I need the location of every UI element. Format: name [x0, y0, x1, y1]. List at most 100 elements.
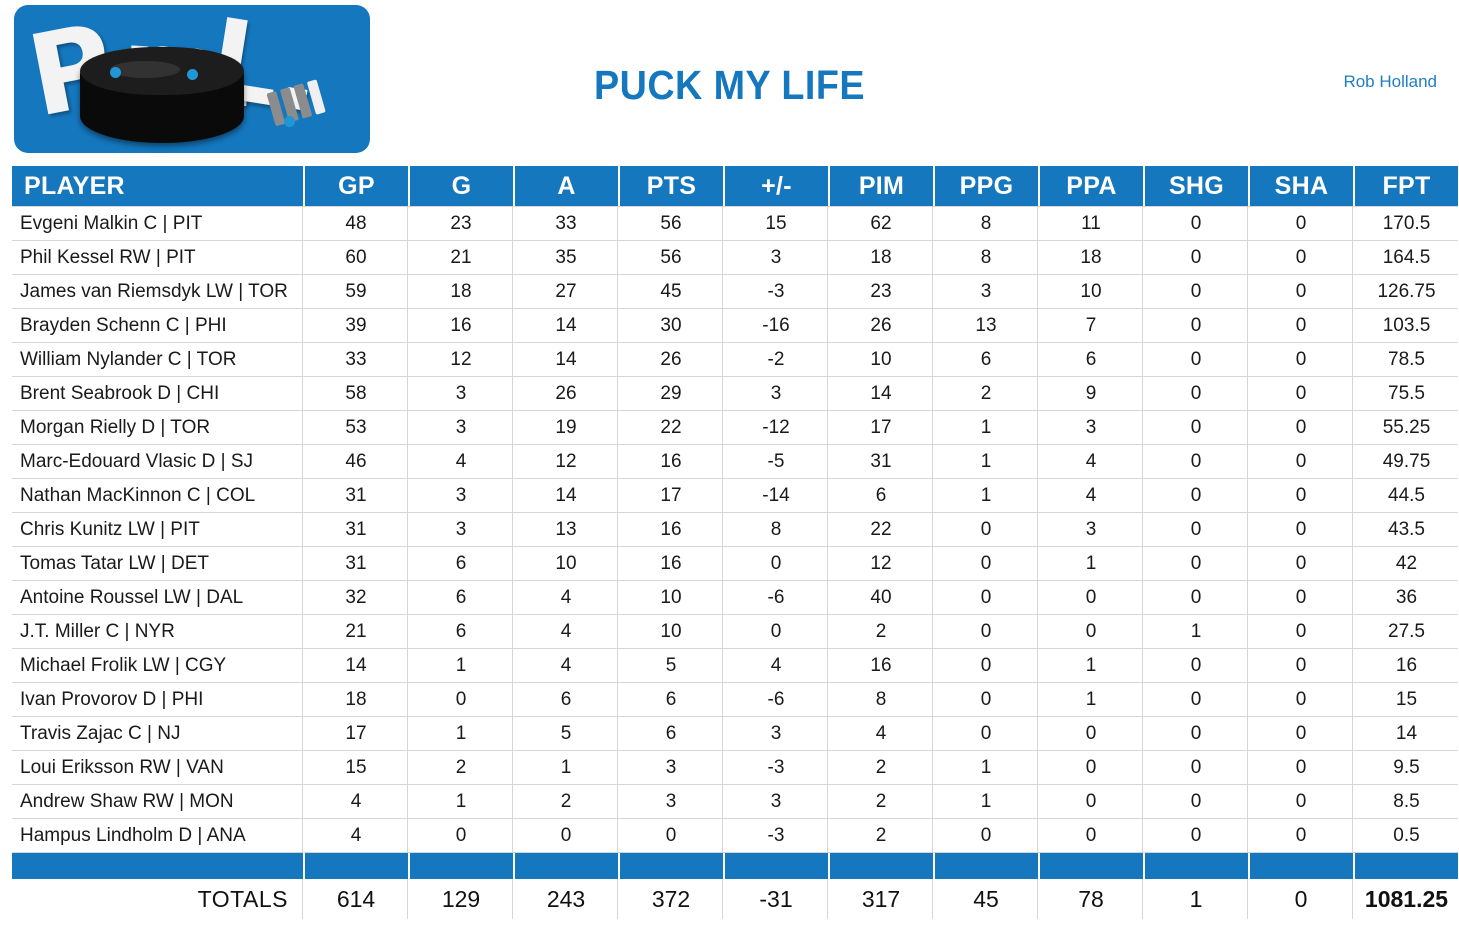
cell-gap	[618, 513, 620, 547]
table-row[interactable]: J.T. Miller C | NYR 21 6 4 10 0 2 0 0 1 0 27.5	[12, 615, 1458, 649]
cell-pim: 17	[830, 411, 933, 445]
cell-player-name[interactable]: Brent Seabrook D | CHI	[12, 377, 303, 411]
table-row[interactable]: Nathan MacKinnon C | COL 31 3 14 17 -14 6 1 4 0 0 4…	[12, 479, 1458, 513]
column-header-a[interactable]: A	[515, 166, 618, 206]
cell-player-name[interactable]: Michael Frolik LW | CGY	[12, 649, 303, 683]
cell-sha: 0	[1250, 751, 1353, 785]
cell-gap	[618, 411, 620, 445]
cell-gap	[1248, 751, 1250, 785]
cell-sha: 0	[1250, 819, 1353, 853]
cell-player-name[interactable]: Travis Zajac C | NJ	[12, 717, 303, 751]
column-gap	[1353, 166, 1355, 206]
cell-g: 12	[410, 343, 513, 377]
column-header-ppg[interactable]: PPG	[935, 166, 1038, 206]
cell-gap	[1038, 615, 1040, 649]
cell-player-name[interactable]: Nathan MacKinnon C | COL	[12, 479, 303, 513]
cell-gap	[828, 479, 830, 513]
table-row[interactable]: Travis Zajac C | NJ 17 1 5 6 3 4 0 0 0 0 14	[12, 717, 1458, 751]
cell-gap	[1143, 377, 1145, 411]
cell-gap	[933, 785, 935, 819]
table-row[interactable]: James van Riemsdyk LW | TOR 59 18 27 45 -3 23 3…	[12, 275, 1458, 309]
table-row[interactable]: Tomas Tatar LW | DET 31 6 10 16 0 12 0 1 0 0 42	[12, 547, 1458, 581]
column-header-g[interactable]: G	[410, 166, 513, 206]
column-header-shg[interactable]: SHG	[1145, 166, 1248, 206]
cell-player-name[interactable]: William Nylander C | TOR	[12, 343, 303, 377]
cell-a: 13	[515, 513, 618, 547]
cell-gap	[933, 615, 935, 649]
column-header-pts[interactable]: PTS	[620, 166, 723, 206]
cell-shg: 0	[1145, 581, 1248, 615]
pml-logo: P. m. L.	[14, 0, 370, 153]
totals-row: TOTALS 614 129 243 372 -31 317 45	[12, 879, 1458, 919]
cell-gap	[1038, 751, 1040, 785]
column-header-gp[interactable]: GP	[305, 166, 408, 206]
cell-player-name[interactable]: Brayden Schenn C | PHI	[12, 309, 303, 343]
cell-gap	[1038, 343, 1040, 377]
cell-shg: 0	[1145, 513, 1248, 547]
cell-player-name[interactable]: Chris Kunitz LW | PIT	[12, 513, 303, 547]
cell-pim: 8	[830, 683, 933, 717]
cell-player-name[interactable]: Andrew Shaw RW | MON	[12, 785, 303, 819]
cell-player-name[interactable]: Evgeni Malkin C | PIT	[12, 206, 303, 241]
cell-gap	[933, 206, 935, 241]
column-header-player[interactable]: PLAYER	[12, 166, 303, 206]
cell-player-name[interactable]: Loui Eriksson RW | VAN	[12, 751, 303, 785]
column-gap	[828, 166, 830, 206]
cell-player-name[interactable]: Morgan Rielly D | TOR	[12, 411, 303, 445]
cell-ppa: 10	[1040, 275, 1143, 309]
cell-gp: 21	[305, 615, 408, 649]
table-row[interactable]: Evgeni Malkin C | PIT 48 23 33 56 15 62 8 11 0 0 17…	[12, 206, 1458, 241]
cell-gap	[1038, 819, 1040, 853]
cell-ppg: 0	[935, 615, 1038, 649]
cell-ppg: 1	[935, 479, 1038, 513]
cell-gap	[303, 377, 305, 411]
table-row[interactable]: Michael Frolik LW | CGY 14 1 4 5 4 16 0 1 0 0 16	[12, 649, 1458, 683]
cell-pim: 6	[830, 479, 933, 513]
table-row[interactable]: Andrew Shaw RW | MON 4 1 2 3 3 2 1 0 0 0 8.5	[12, 785, 1458, 819]
column-header-pim[interactable]: PIM	[830, 166, 933, 206]
table-row[interactable]: Chris Kunitz LW | PIT 31 3 13 16 8 22 0 3 0 0 43.5	[12, 513, 1458, 547]
cell-gap	[723, 377, 725, 411]
cell-gp: 31	[305, 513, 408, 547]
cell-ppg: 1	[935, 411, 1038, 445]
table-row[interactable]: Brent Seabrook D | CHI 58 3 26 29 3 14 2 9 0 0 75.5	[12, 377, 1458, 411]
cell-pts: 16	[620, 445, 723, 479]
cell-plus-minus: -14	[725, 479, 828, 513]
cell-shg: 0	[1145, 309, 1248, 343]
cell-gap	[1248, 479, 1250, 513]
table-row[interactable]: Marc-Edouard Vlasic D | SJ 46 4 12 16 -5 31 1 4 0…	[12, 445, 1458, 479]
cell-player-name[interactable]: James van Riemsdyk LW | TOR	[12, 275, 303, 309]
cell-player-name[interactable]: Antoine Roussel LW | DAL	[12, 581, 303, 615]
cell-pim: 12	[830, 547, 933, 581]
table-row[interactable]: Antoine Roussel LW | DAL 32 6 4 10 -6 40 0 0 0 0 36	[12, 581, 1458, 615]
column-header-ppa[interactable]: PPA	[1040, 166, 1143, 206]
table-row[interactable]: Ivan Provorov D | PHI 18 0 6 6 -6 8 0 1 0 0 15	[12, 683, 1458, 717]
table-row[interactable]: Brayden Schenn C | PHI 39 16 14 30 -16 26 13 7 0 0…	[12, 309, 1458, 343]
cell-pts: 26	[620, 343, 723, 377]
cell-gap	[828, 445, 830, 479]
column-header-fpt[interactable]: FPT	[1355, 166, 1458, 206]
table-row[interactable]: Phil Kessel RW | PIT 60 21 35 56 3 18 8 18 0 0 164.…	[12, 241, 1458, 275]
table-row[interactable]: Hampus Lindholm D | ANA 4 0 0 0 -3 2 0 0 0 0 0.5	[12, 819, 1458, 853]
cell-player-name[interactable]: Tomas Tatar LW | DET	[12, 547, 303, 581]
cell-player-name[interactable]: Ivan Provorov D | PHI	[12, 683, 303, 717]
cell-g: 21	[410, 241, 513, 275]
cell-player-name[interactable]: Phil Kessel RW | PIT	[12, 241, 303, 275]
cell-player-name[interactable]: Hampus Lindholm D | ANA	[12, 819, 303, 853]
cell-player-name[interactable]: J.T. Miller C | NYR	[12, 615, 303, 649]
cell-gap	[1248, 343, 1250, 377]
cell-gap	[618, 445, 620, 479]
cell-fpt: 75.5	[1355, 377, 1458, 411]
table-row[interactable]: Loui Eriksson RW | VAN 15 2 1 3 -3 2 1 0 0 0 9.5	[12, 751, 1458, 785]
cell-shg: 0	[1145, 343, 1248, 377]
column-header-plus-minus[interactable]: +/-	[725, 166, 828, 206]
cell-shg: 0	[1145, 819, 1248, 853]
cell-fpt: 78.5	[1355, 343, 1458, 377]
table-row[interactable]: Morgan Rielly D | TOR 53 3 19 22 -12 17 1 3 0 0 55.…	[12, 411, 1458, 445]
column-header-sha[interactable]: SHA	[1250, 166, 1353, 206]
cell-ppa: 0	[1040, 819, 1143, 853]
cell-gap	[618, 751, 620, 785]
table-row[interactable]: William Nylander C | TOR 33 12 14 26 -2 10 6 6 0 0…	[12, 343, 1458, 377]
cell-ppa: 0	[1040, 751, 1143, 785]
cell-player-name[interactable]: Marc-Edouard Vlasic D | SJ	[12, 445, 303, 479]
